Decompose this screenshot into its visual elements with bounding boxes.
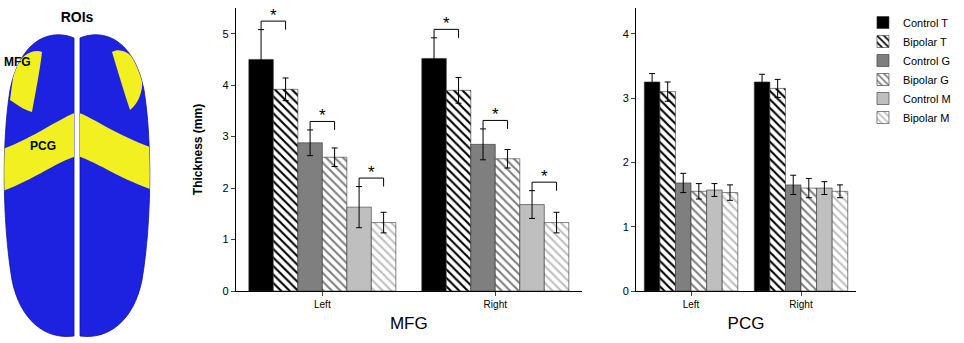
svg-text:Right: Right (789, 299, 813, 310)
svg-text:Thickness (mm): Thickness (mm) (191, 104, 205, 195)
svg-text:1: 1 (623, 221, 629, 233)
svg-text:PCG: PCG (728, 314, 765, 333)
svg-text:*: * (492, 105, 499, 124)
svg-text:Left: Left (314, 299, 331, 310)
svg-text:2: 2 (223, 182, 229, 194)
svg-text:4: 4 (623, 28, 629, 40)
svg-text:2: 2 (623, 156, 629, 168)
svg-text:*: * (270, 6, 277, 25)
svg-text:*: * (368, 163, 375, 182)
svg-text:0: 0 (223, 285, 229, 297)
svg-text:ROIs: ROIs (61, 9, 94, 25)
svg-text:PCG: PCG (30, 139, 56, 153)
svg-text:3: 3 (623, 92, 629, 104)
svg-text:Control T: Control T (903, 17, 948, 29)
svg-text:Bipolar T: Bipolar T (903, 36, 947, 48)
svg-text:*: * (443, 14, 450, 33)
svg-text:Bipolar M: Bipolar M (903, 112, 949, 124)
svg-text:Bipolar G: Bipolar G (903, 74, 949, 86)
svg-text:MFG: MFG (4, 55, 31, 69)
svg-text:4: 4 (223, 79, 229, 91)
svg-text:*: * (319, 106, 326, 125)
svg-text:0: 0 (623, 285, 629, 297)
svg-text:Control M: Control M (903, 93, 951, 105)
svg-text:MFG: MFG (390, 314, 428, 333)
svg-text:Left: Left (683, 299, 700, 310)
svg-text:Control G: Control G (903, 55, 950, 67)
svg-text:3: 3 (223, 130, 229, 142)
svg-text:*: * (541, 167, 548, 186)
svg-text:1: 1 (223, 233, 229, 245)
svg-text:Right: Right (484, 299, 508, 310)
svg-text:5: 5 (223, 28, 229, 40)
